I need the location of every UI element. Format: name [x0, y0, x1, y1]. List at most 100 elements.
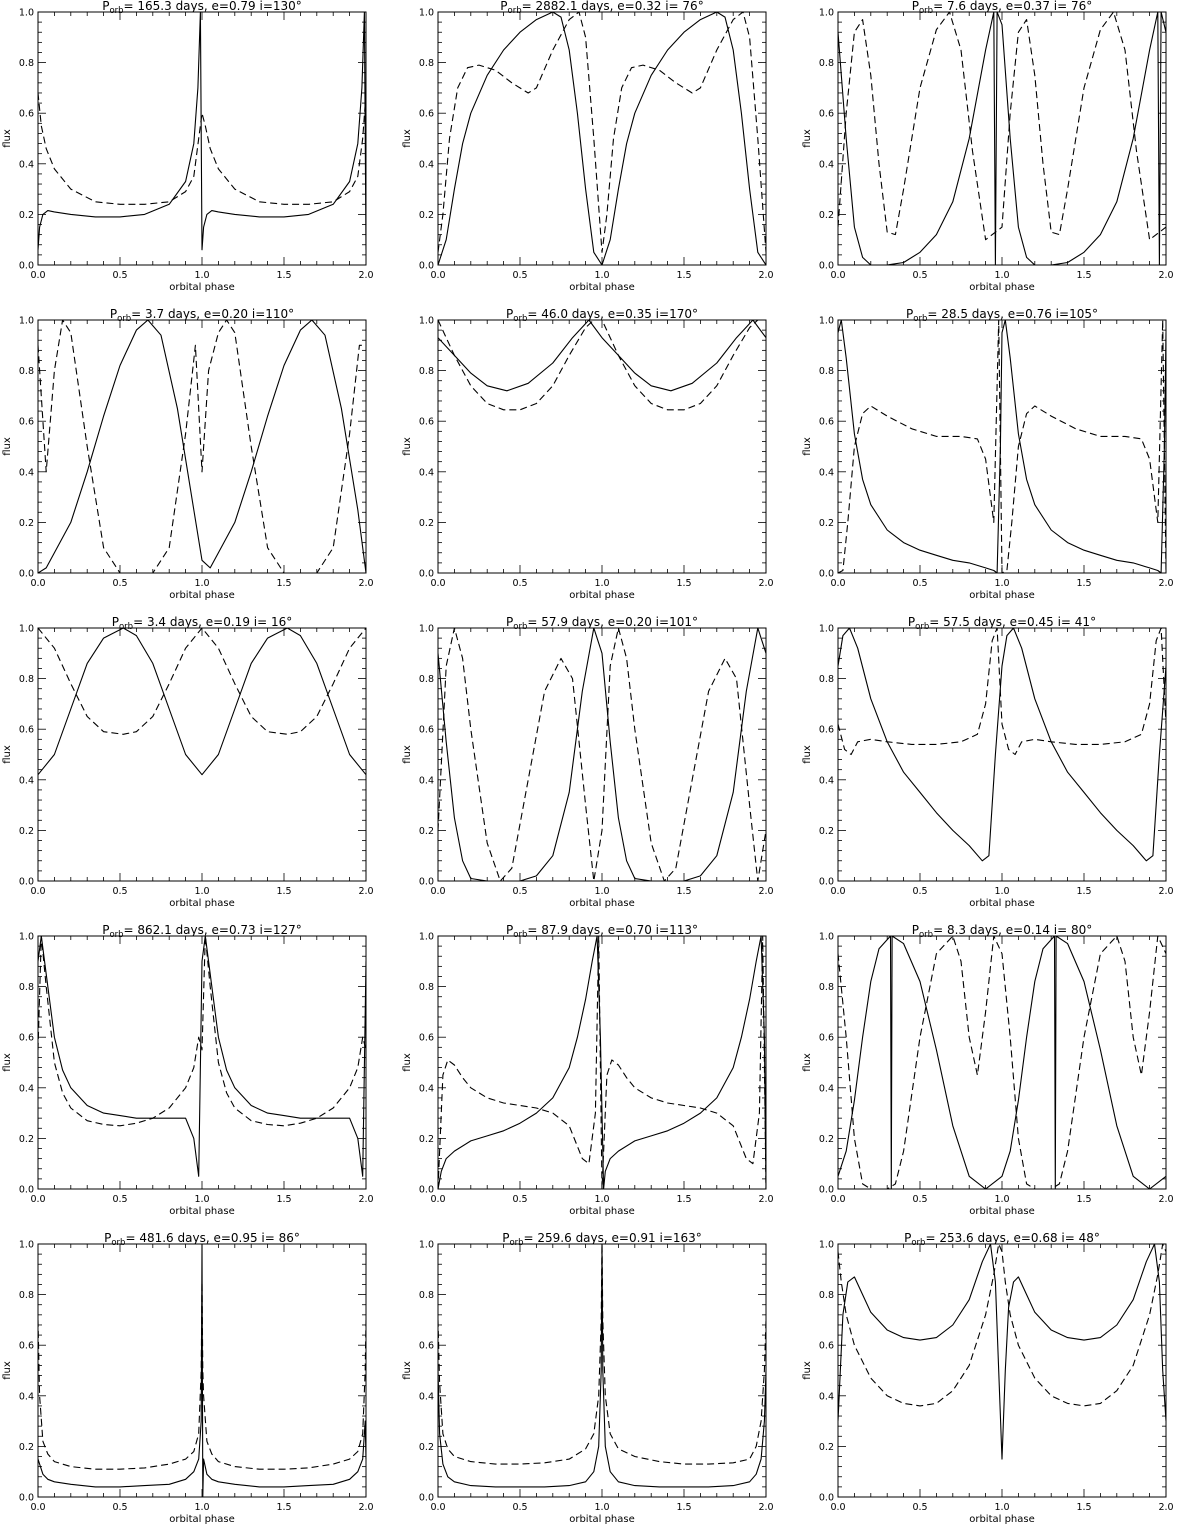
series-solid-line — [438, 936, 766, 1189]
chart-panel: Porb= 862.1 days, e=0.73 i=127° 0.0 0.5 1.0… — [0, 923, 400, 1232]
series-dashed-line — [438, 12, 766, 253]
x-tick-label: 0.0 — [430, 270, 445, 281]
chart-title: Porb= 481.6 days, e=0.95 i= 86° — [104, 1231, 300, 1248]
series-solid-line — [838, 320, 1166, 573]
x-tick-label: 2.0 — [758, 1194, 773, 1205]
series-dashed-line — [838, 628, 1166, 756]
y-tick-label: 0.4 — [19, 775, 34, 786]
title-text: = 7.6 days, e=0.37 i= 76° — [933, 0, 1092, 13]
title-prefix: P — [912, 0, 919, 13]
title-subscript: orb — [513, 930, 527, 940]
x-tick-label: 1.0 — [994, 270, 1009, 281]
x-tick-label: 2.0 — [758, 1502, 773, 1513]
x-tick-label: 0.5 — [112, 578, 127, 589]
series-solid-line — [838, 12, 1166, 265]
y-tick-label: 1.0 — [819, 316, 834, 327]
x-axis-label: orbital phase — [969, 898, 1035, 909]
x-tick-label: 1.5 — [276, 1502, 291, 1513]
title-prefix: P — [102, 0, 109, 13]
x-tick-label: 1.0 — [994, 1502, 1009, 1513]
x-tick-label: 1.5 — [1076, 886, 1091, 897]
chart-panel: Porb= 253.6 days, e=0.68 i= 48° 0.0 0.5 1.0… — [800, 1231, 1200, 1540]
y-tick-label: 0.0 — [419, 569, 434, 580]
x-tick-label: 1.0 — [594, 270, 609, 281]
x-tick-label: 2.0 — [1158, 886, 1173, 897]
y-tick-label: 0.2 — [419, 210, 434, 221]
y-tick-label: 0.4 — [419, 775, 434, 786]
title-prefix: P — [908, 615, 915, 629]
series-dashed-line — [38, 936, 366, 1127]
x-axis-label: orbital phase — [969, 282, 1035, 293]
y-tick-label: 0.6 — [19, 1341, 34, 1352]
series-dashed-line — [838, 12, 1166, 241]
chart-svg: Porb= 7.6 days, e=0.37 i= 76° 0.0 0.5 1.0 1.… — [802, 0, 1174, 293]
x-tick-label: 2.0 — [358, 886, 373, 897]
y-tick-label: 1.0 — [19, 8, 34, 19]
series-dashed-line — [38, 628, 366, 735]
chart-title: Porb= 57.5 days, e=0.45 i= 41° — [908, 615, 1096, 632]
y-tick-label: 0.4 — [19, 467, 34, 478]
title-subscript: orb — [919, 930, 933, 940]
x-axis-label: orbital phase — [169, 1206, 235, 1217]
chart-panel: Porb= 8.3 days, e=0.14 i= 80° 0.0 0.5 1.0 1.… — [800, 923, 1200, 1232]
x-tick-label: 0.0 — [30, 1502, 45, 1513]
x-tick-label: 0.0 — [830, 1502, 845, 1513]
chart-panel: Porb= 7.6 days, e=0.37 i= 76° 0.0 0.5 1.0 1.… — [800, 0, 1200, 308]
y-tick-label: 1.0 — [19, 1240, 34, 1251]
y-tick-label: 0.2 — [419, 518, 434, 529]
y-tick-label: 0.4 — [819, 159, 834, 170]
chart-svg: Porb= 57.9 days, e=0.20 i=101° 0.0 0.5 1.0 1… — [402, 615, 774, 909]
y-tick-label: 0.6 — [19, 109, 34, 120]
series-solid-line — [438, 320, 766, 392]
x-tick-label: 1.5 — [676, 270, 691, 281]
x-tick-label: 1.5 — [276, 578, 291, 589]
y-tick-label: 0.2 — [819, 826, 834, 837]
x-tick-label: 1.5 — [676, 1502, 691, 1513]
title-text: = 253.6 days, e=0.68 i= 48° — [925, 1231, 1099, 1245]
series-dashed-line — [438, 628, 766, 881]
y-tick-label: 0.0 — [819, 877, 834, 888]
y-axis-label: flux — [802, 129, 813, 148]
x-axis-label: orbital phase — [569, 1206, 635, 1217]
y-tick-label: 0.0 — [19, 1493, 34, 1504]
x-tick-label: 1.0 — [994, 886, 1009, 897]
x-tick-label: 0.0 — [430, 1502, 445, 1513]
x-axis-label: orbital phase — [169, 282, 235, 293]
chart-title: Porb= 253.6 days, e=0.68 i= 48° — [904, 1231, 1100, 1248]
x-tick-label: 2.0 — [758, 578, 773, 589]
y-tick-label: 0.2 — [819, 1442, 834, 1453]
x-tick-label: 1.0 — [994, 578, 1009, 589]
y-tick-label: 0.4 — [819, 467, 834, 478]
y-tick-label: 0.6 — [819, 417, 834, 428]
title-subscript: orb — [509, 1238, 523, 1248]
x-tick-label: 0.0 — [430, 578, 445, 589]
x-tick-label: 1.5 — [1076, 578, 1091, 589]
x-tick-label: 1.0 — [594, 886, 609, 897]
y-axis-label: flux — [402, 129, 413, 148]
x-axis-label: orbital phase — [969, 590, 1035, 601]
x-axis-label: orbital phase — [569, 282, 635, 293]
y-tick-label: 0.6 — [19, 1033, 34, 1044]
chart-panel: Porb= 481.6 days, e=0.95 i= 86° 0.0 0.5 1.0… — [0, 1231, 400, 1540]
y-tick-label: 0.2 — [19, 210, 34, 221]
x-tick-label: 0.5 — [512, 578, 527, 589]
x-tick-label: 2.0 — [358, 1502, 373, 1513]
y-tick-label: 0.6 — [819, 1033, 834, 1044]
y-tick-label: 0.0 — [419, 1493, 434, 1504]
y-axis-label: flux — [802, 1361, 813, 1380]
y-tick-label: 1.0 — [819, 1240, 834, 1251]
series-dashed-line — [438, 320, 766, 411]
chart-svg: Porb= 862.1 days, e=0.73 i=127° 0.0 0.5 1.0… — [2, 923, 374, 1217]
y-tick-label: 0.8 — [19, 58, 34, 69]
y-tick-label: 0.6 — [819, 109, 834, 120]
series-solid-line — [438, 628, 766, 881]
y-tick-label: 0.4 — [419, 1391, 434, 1402]
x-tick-label: 0.5 — [112, 886, 127, 897]
y-tick-label: 0.2 — [419, 1134, 434, 1145]
x-tick-label: 0.5 — [912, 1194, 927, 1205]
y-tick-label: 1.0 — [419, 1240, 434, 1251]
chart-panel: Porb= 3.7 days, e=0.20 i=110° 0.0 0.5 1.0 1.… — [0, 307, 400, 616]
title-subscript: orb — [119, 622, 133, 632]
y-tick-label: 0.0 — [19, 877, 34, 888]
chart-title: Porb= 2882.1 days, e=0.32 i= 76° — [500, 0, 703, 16]
